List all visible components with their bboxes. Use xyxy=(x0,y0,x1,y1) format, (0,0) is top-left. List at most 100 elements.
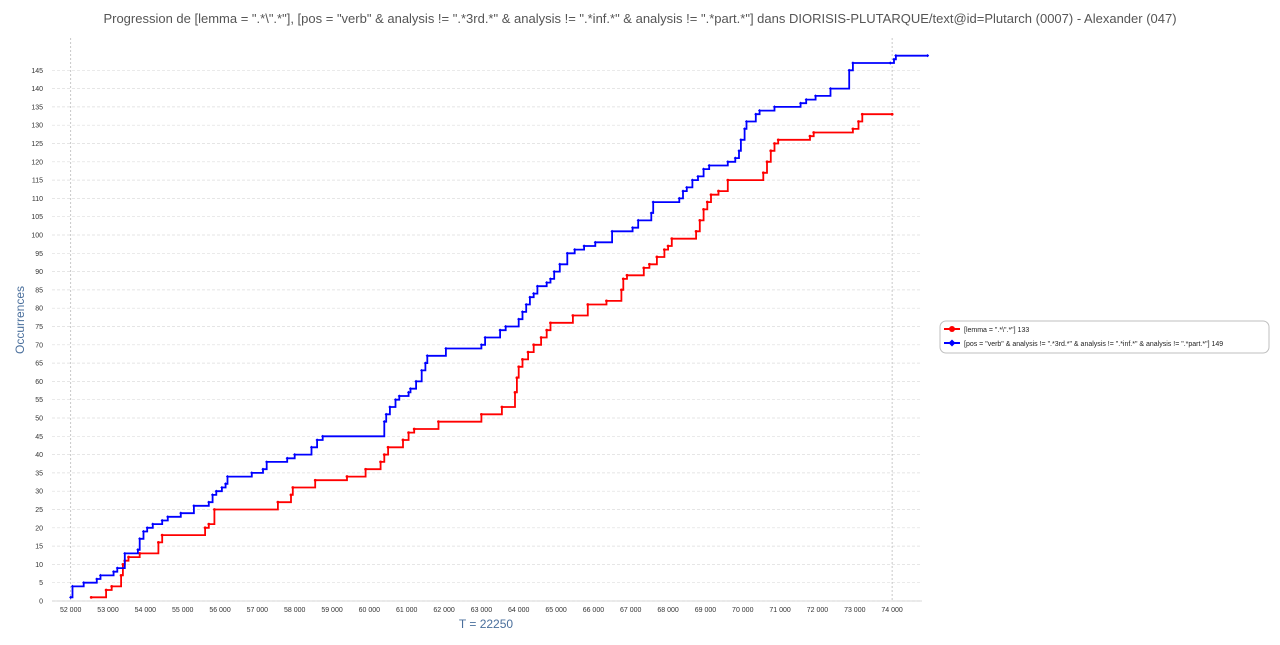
series-point-0 xyxy=(213,508,216,511)
series-point-1 xyxy=(757,108,762,113)
series-point-1 xyxy=(479,343,483,347)
series-point-0 xyxy=(110,584,114,588)
series-point-1 xyxy=(406,390,411,394)
series-point-0 xyxy=(313,478,317,482)
y-tick-label: 25 xyxy=(35,507,43,514)
series-point-1 xyxy=(649,211,653,215)
y-tick-label: 135 xyxy=(31,104,43,111)
series-point-1 xyxy=(565,251,569,255)
series-point-1 xyxy=(112,570,116,574)
series-point-1 xyxy=(548,277,553,281)
x-tick-label: 73 000 xyxy=(844,607,866,614)
series-point-0 xyxy=(709,193,713,197)
series-point-1 xyxy=(444,346,448,351)
x-tick-label: 69 000 xyxy=(695,607,717,614)
series-point-0 xyxy=(851,127,855,131)
grid-layer xyxy=(52,38,922,602)
y-tick-label: 30 xyxy=(35,489,43,496)
series-point-1 xyxy=(225,474,230,479)
series-point-1 xyxy=(535,284,540,288)
legend-label-blue: [pos = "verb" & analysis != ".*3rd.*" & … xyxy=(964,341,1223,348)
series-point-1 xyxy=(115,566,119,570)
series-point-1 xyxy=(265,460,269,464)
series-point-0 xyxy=(500,405,504,409)
series-point-1 xyxy=(926,54,930,58)
series-point-0 xyxy=(549,321,552,325)
y-tick-label: 50 xyxy=(35,416,43,423)
series-point-0 xyxy=(289,493,293,497)
series-point-0 xyxy=(364,467,368,471)
series-point-1 xyxy=(733,156,737,160)
series-point-1 xyxy=(250,471,254,475)
series-point-1 xyxy=(651,200,655,204)
series-point-1 xyxy=(136,548,140,552)
series-point-0 xyxy=(808,134,812,138)
x-tick-label: 58 000 xyxy=(284,607,306,614)
series-point-1 xyxy=(828,87,833,91)
y-tick-label: 115 xyxy=(32,178,43,185)
series-point-1 xyxy=(804,97,808,102)
series-point-1 xyxy=(425,354,429,358)
series-point-1 xyxy=(696,174,700,179)
series-point-1 xyxy=(192,504,196,508)
x-axis-ticks: 52 000 53 000 54 000 55 000 56 000 57 000 58 0… xyxy=(60,607,903,614)
x-tick-label: 61 000 xyxy=(396,607,418,614)
x-tick-label: 72 000 xyxy=(807,607,829,614)
series-point-1 xyxy=(677,196,681,200)
series-point-0 xyxy=(586,303,590,306)
series-point-1 xyxy=(701,167,706,171)
series-point-0 xyxy=(666,244,670,248)
series-point-0 xyxy=(621,277,625,281)
y-tick-label: 125 xyxy=(31,141,43,148)
y-tick-label: 35 xyxy=(35,470,43,477)
series-point-0 xyxy=(479,412,483,416)
series-point-1 xyxy=(224,482,228,486)
series-point-1 xyxy=(384,412,388,416)
series-point-0 xyxy=(127,555,130,559)
series-point-0 xyxy=(119,573,123,577)
series-point-0 xyxy=(662,248,666,252)
series-point-1 xyxy=(145,526,149,530)
series-point-0 xyxy=(539,336,543,339)
y-tick-label: 70 xyxy=(35,342,43,349)
series-point-0 xyxy=(382,453,386,456)
series-point-1 xyxy=(573,248,577,252)
series-point-0 xyxy=(521,358,524,361)
series-point-1 xyxy=(82,581,86,585)
series-point-1 xyxy=(532,291,536,296)
series-point-1 xyxy=(558,262,562,266)
series-point-1 xyxy=(423,361,427,365)
series-point-1 xyxy=(892,57,896,61)
y-tick-label: 60 xyxy=(35,379,43,386)
series-point-1 xyxy=(393,398,398,402)
y-tick-label: 55 xyxy=(35,397,43,404)
series-point-0 xyxy=(401,438,405,442)
series-point-0 xyxy=(698,218,702,222)
series-point-0 xyxy=(345,475,349,478)
series-point-1 xyxy=(528,295,532,299)
series-point-1 xyxy=(261,467,265,471)
series-point-0 xyxy=(726,178,730,182)
series-point-1 xyxy=(799,101,803,105)
series-point-1 xyxy=(593,240,597,244)
series-point-0 xyxy=(776,138,780,142)
legend-marker-red xyxy=(949,326,955,332)
x-tick-label: 56 000 xyxy=(209,607,231,614)
series-point-1 xyxy=(321,434,325,438)
series-point-1 xyxy=(520,310,525,314)
series-point-0 xyxy=(407,431,410,435)
series-point-1 xyxy=(545,280,549,285)
series-point-1 xyxy=(414,379,418,383)
series-point-0 xyxy=(379,460,382,464)
series-point-1 xyxy=(388,405,392,409)
series-point-1 xyxy=(214,489,218,493)
series-point-1 xyxy=(813,94,818,98)
series-point-1 xyxy=(524,302,528,307)
y-tick-label: 90 xyxy=(35,269,43,276)
x-axis-label: T = 22250 xyxy=(459,617,513,631)
series-point-1 xyxy=(610,229,614,233)
x-tick-label: 65 000 xyxy=(545,607,567,614)
y-tick-label: 0 xyxy=(39,599,43,606)
series-point-1 xyxy=(894,54,898,58)
